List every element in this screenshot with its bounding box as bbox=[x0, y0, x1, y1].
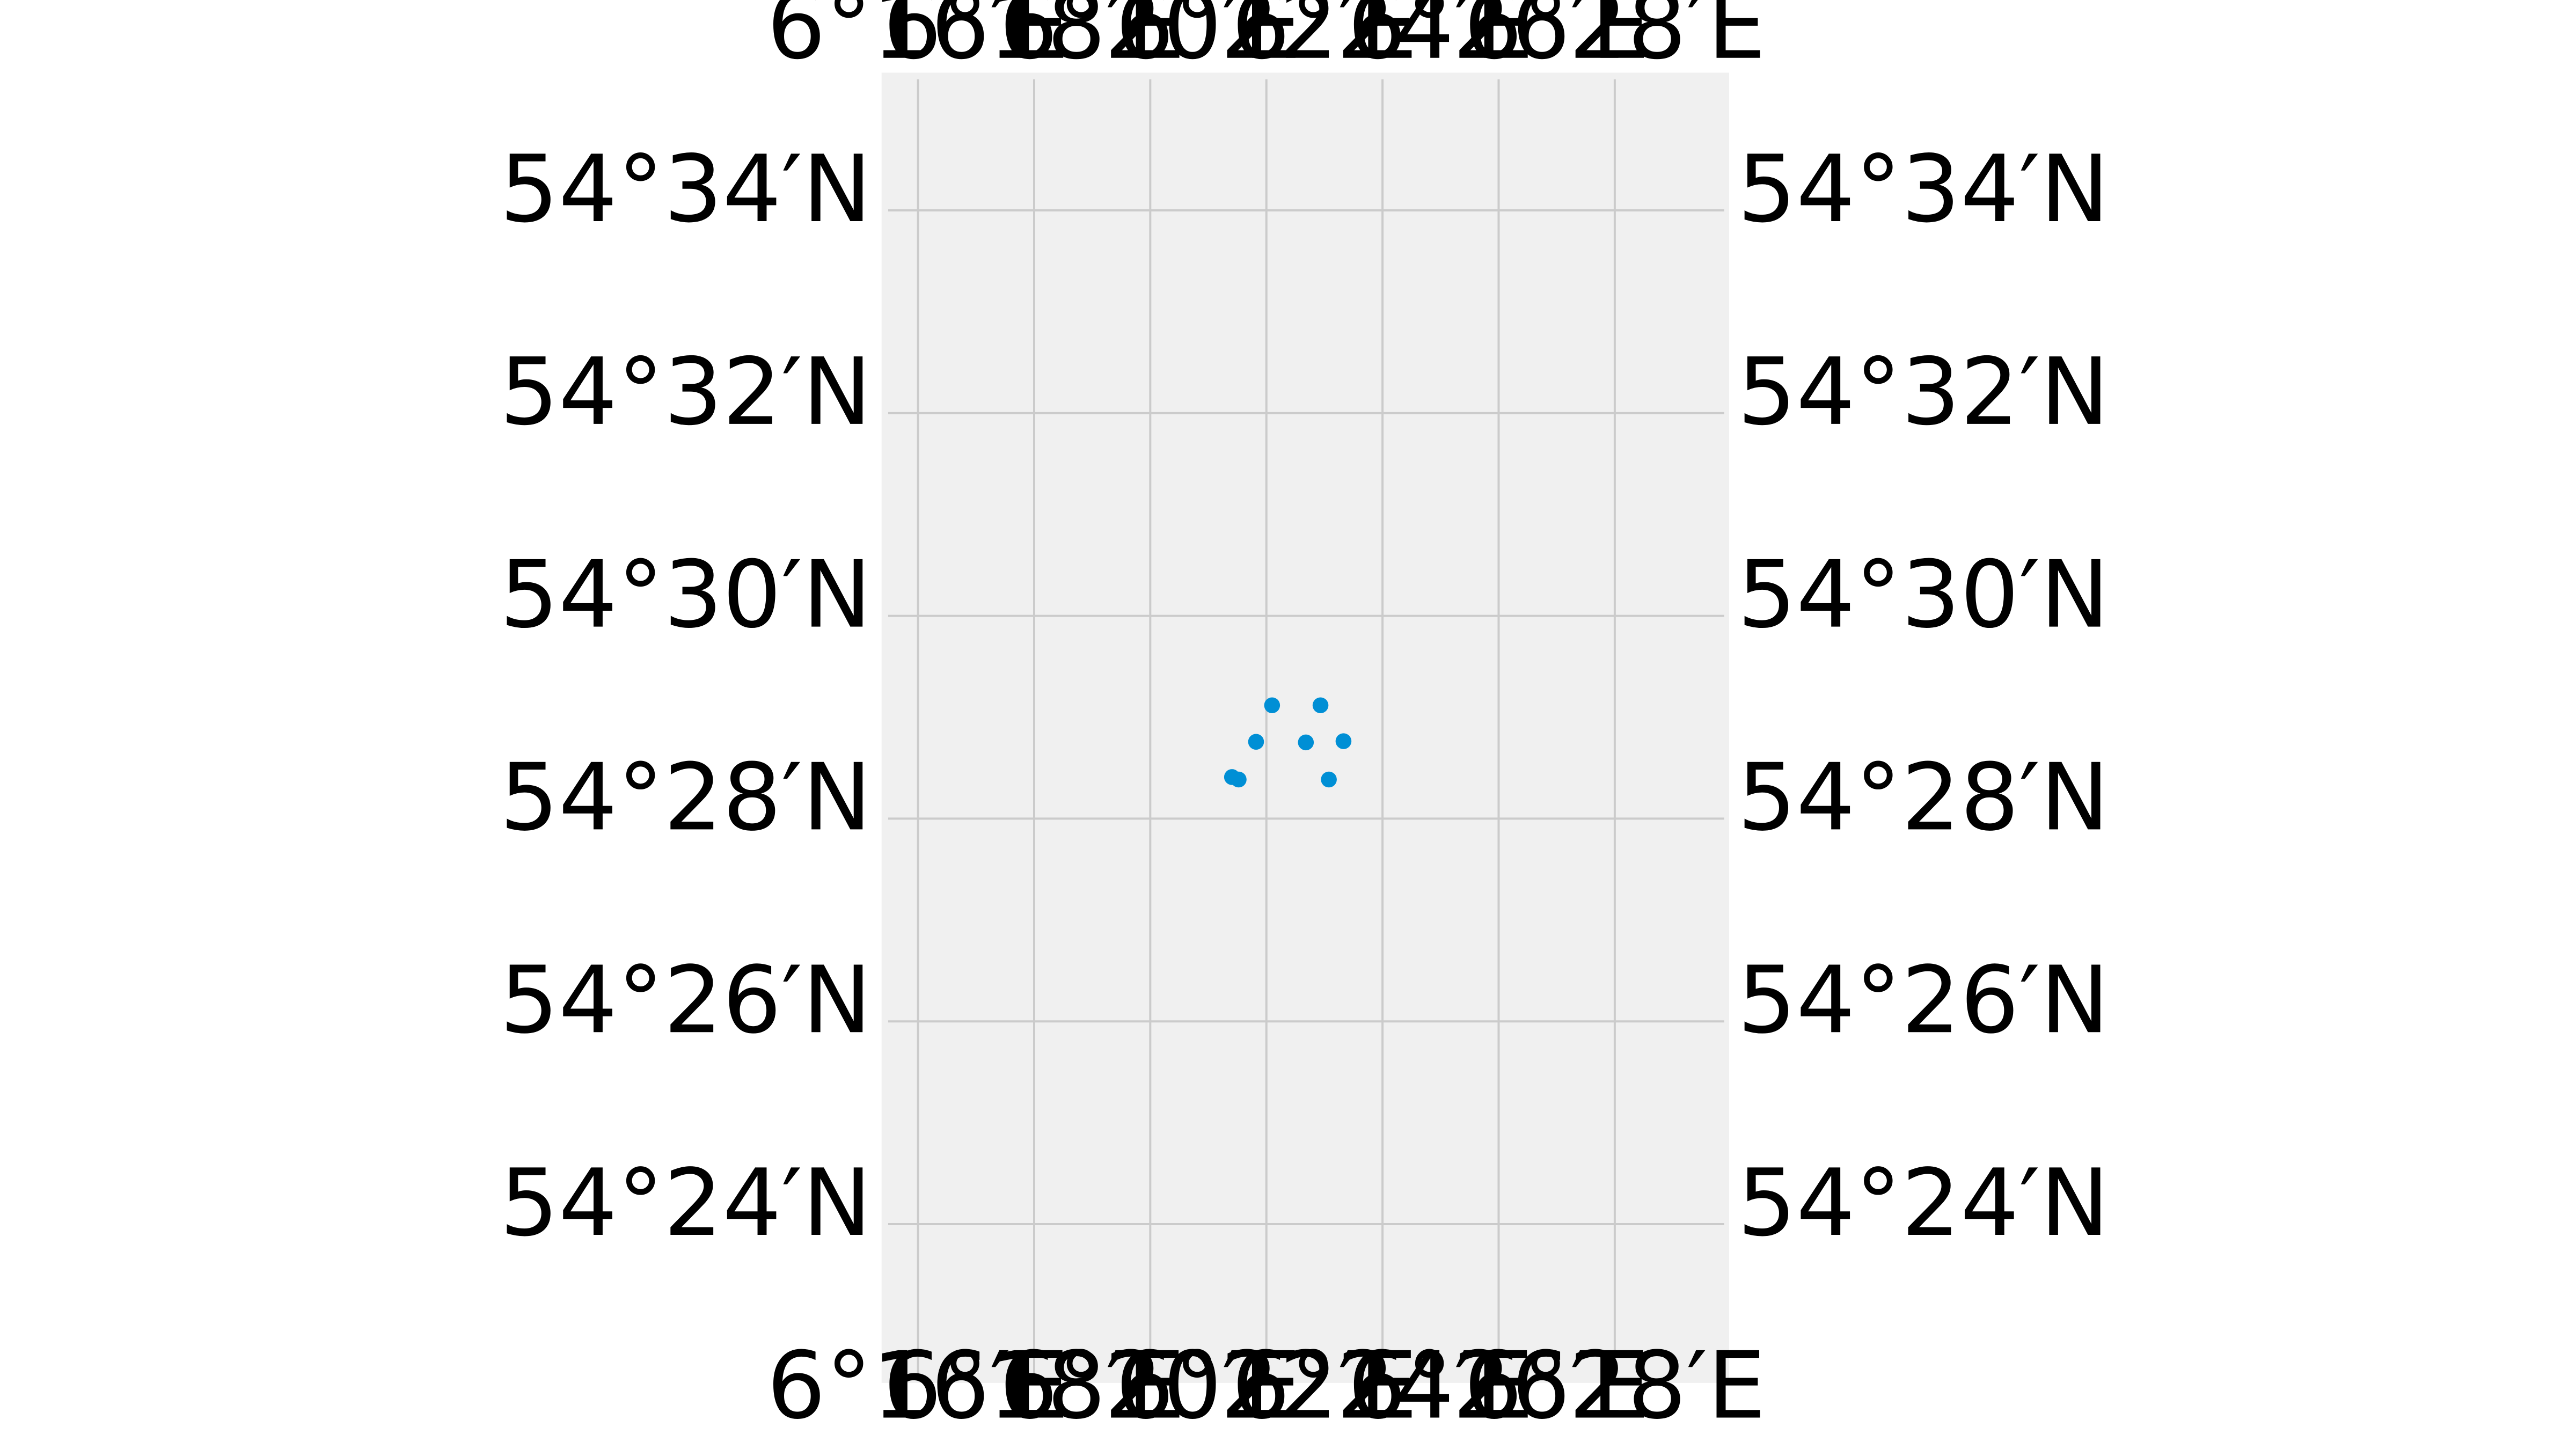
map-area bbox=[881, 72, 1730, 1383]
location-point bbox=[1248, 734, 1264, 750]
lat-label-left: 54°24′N bbox=[500, 1149, 872, 1257]
lat-label-left: 54°32′N bbox=[500, 338, 872, 446]
point-markers bbox=[1224, 697, 1352, 788]
lon-label-bottom: 6°22′E bbox=[1115, 1332, 1417, 1440]
lon-label-top: 6°28′E bbox=[1463, 0, 1766, 80]
lon-label-bottom: 6°26′E bbox=[1348, 1332, 1650, 1440]
location-point bbox=[1264, 697, 1280, 713]
location-point bbox=[1298, 734, 1314, 751]
lat-label-left: 54°34′N bbox=[500, 135, 872, 243]
lat-label-right: 54°24′N bbox=[1737, 1149, 2109, 1257]
lon-label-top: 6°26′E bbox=[1348, 0, 1650, 80]
location-point bbox=[1335, 733, 1352, 749]
lat-label-left: 54°26′N bbox=[500, 946, 872, 1054]
coordinate-labels: 6°16′E6°16′E6°18′E6°18′E6°20′E6°20′E6°22… bbox=[500, 0, 2109, 1440]
lon-label-bottom: 6°20′E bbox=[999, 1332, 1301, 1440]
location-point bbox=[1321, 771, 1337, 788]
lat-label-left: 54°28′N bbox=[500, 743, 872, 851]
lat-label-right: 54°28′N bbox=[1737, 743, 2109, 851]
lat-label-right: 54°34′N bbox=[1737, 135, 2109, 243]
lon-label-bottom: 6°16′E bbox=[767, 1332, 1069, 1440]
lon-label-top: 6°16′E bbox=[767, 0, 1069, 80]
lat-label-right: 54°32′N bbox=[1737, 338, 2109, 446]
lon-label-top: 6°20′E bbox=[999, 0, 1301, 80]
location-point bbox=[1312, 697, 1329, 713]
graticule bbox=[888, 79, 1724, 1378]
lat-label-right: 54°26′N bbox=[1737, 946, 2109, 1054]
location-point bbox=[1231, 771, 1247, 788]
lon-label-bottom: 6°28′E bbox=[1463, 1332, 1766, 1440]
lat-label-right: 54°30′N bbox=[1737, 541, 2109, 649]
lon-label-top: 6°24′E bbox=[1231, 0, 1533, 80]
lon-label-top: 6°22′E bbox=[1115, 0, 1417, 80]
lon-label-bottom: 6°24′E bbox=[1231, 1332, 1533, 1440]
lon-label-top: 6°18′E bbox=[883, 0, 1185, 80]
lat-label-left: 54°30′N bbox=[500, 541, 872, 649]
lon-label-bottom: 6°18′E bbox=[883, 1332, 1185, 1440]
